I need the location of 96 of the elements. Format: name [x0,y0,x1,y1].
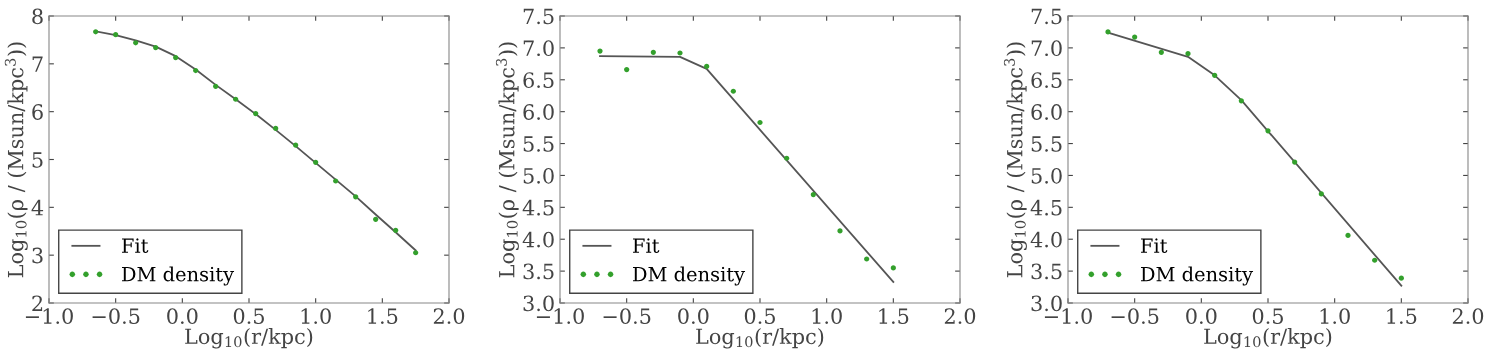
legend-label: DM density [122,266,235,286]
y-tick-label: 3.5 [523,263,554,280]
x-tick-label: 0.5 [233,308,264,324]
y-tick-label: 8 [32,8,43,25]
x-tick-label: 1.5 [1387,308,1417,324]
point [1132,34,1138,40]
x-tick-label: 2.0 [1452,308,1484,324]
x-axis-title: Log$_{10}$(r/kpc) [696,328,824,349]
y-tick-label: 4.0 [522,231,554,248]
x-tick-label: −0.5 [1111,308,1159,324]
point [253,110,259,117]
point [1185,51,1191,57]
point [313,159,319,165]
point [1372,257,1378,263]
y-tick-label: 6.0 [523,104,554,120]
point [730,88,736,94]
point [864,256,870,262]
point [213,83,219,89]
point [1345,232,1351,238]
point [393,227,399,233]
y-tick-label: 7.0 [523,40,554,57]
point [113,32,119,38]
y-tick-label: 7.0 [1031,40,1062,57]
y-axis-title: Log$_{10}$(ρ / (Msun/kpc$^{3}$)) [495,42,519,278]
x-tick-label: 0.0 [1186,308,1217,324]
point [810,191,816,198]
y-tick-label: 6 [32,104,43,120]
y-axis-title: Log$_{10}$(ρ / (Msun/kpc$^{3}$)) [4,42,28,278]
x-tick-label: 0.5 [744,308,775,324]
point [624,66,630,73]
point [837,228,843,234]
x-tick-label: −0.5 [92,308,140,324]
x-tick-label: 0.0 [167,308,198,324]
point [704,63,710,69]
legend-label: Fit [122,238,149,253]
legend-label: Fit [633,238,660,253]
legend-label: DM density [1141,266,1254,286]
x-tick-label: 0.0 [678,308,709,324]
y-tick-label: 6.0 [1031,104,1062,120]
point [1292,159,1298,165]
point [597,48,603,54]
x-tick-label: −0.5 [603,308,651,324]
point [1158,49,1164,55]
x-tick-label: 1.0 [1320,308,1350,324]
point [193,67,199,74]
y-tick-label: 3 [32,247,43,264]
point [1212,72,1218,78]
y-tick-label: 7.5 [523,8,554,25]
y-tick-label: 7 [32,56,43,72]
y-tick-label: 5 [32,152,43,168]
point [650,49,656,55]
x-axis-title: Log$_{10}$(r/kpc) [1204,328,1332,349]
point [93,29,99,35]
point [293,142,299,148]
y-tick-label: 6.5 [523,72,554,88]
line-series [1107,31,1403,287]
legend-label: Fit [1141,238,1168,253]
point [757,119,763,126]
point [1265,128,1271,134]
point [413,250,419,256]
y-tick-label: 4.0 [1030,231,1062,248]
x-axis-title: Log$_{10}$(r/kpc) [185,328,313,349]
point [1105,29,1111,35]
point [1398,275,1404,281]
legend-label: DM density [633,266,746,286]
y-axis-title: Log$_{10}$(ρ / (Msun/kpc$^{3}$)) [1003,42,1027,278]
point [173,55,179,61]
point [890,265,896,271]
point [233,96,239,102]
point [353,194,359,200]
point [333,178,339,184]
x-tick-label: 1.0 [812,308,842,324]
point [133,40,139,46]
x-tick-label: 2.0 [433,308,465,324]
x-tick-label: 2.0 [944,308,976,324]
y-tick-label: 5.5 [523,136,554,152]
point [677,50,683,56]
point [784,155,790,161]
y-tick-label: 5.0 [1031,167,1062,184]
y-tick-label: 3.5 [1031,263,1062,280]
y-tick-label: 7.5 [1031,8,1062,25]
point [273,125,279,132]
x-tick-label: 1.0 [301,308,331,324]
x-tick-label: 0.5 [1252,308,1283,324]
y-tick-label: 4.5 [1030,199,1062,216]
y-tick-label: 5.0 [523,167,554,184]
y-tick-label: 5.5 [1031,136,1062,152]
x-tick-label: 1.5 [368,308,398,324]
y-tick-label: 6.5 [1031,72,1062,88]
y-tick-label: 4.5 [522,199,554,216]
point [153,44,159,51]
point [373,216,379,222]
y-tick-label: 4 [31,199,44,216]
x-tick-label: 1.5 [879,308,909,324]
point [1318,191,1324,197]
point [1238,98,1244,104]
